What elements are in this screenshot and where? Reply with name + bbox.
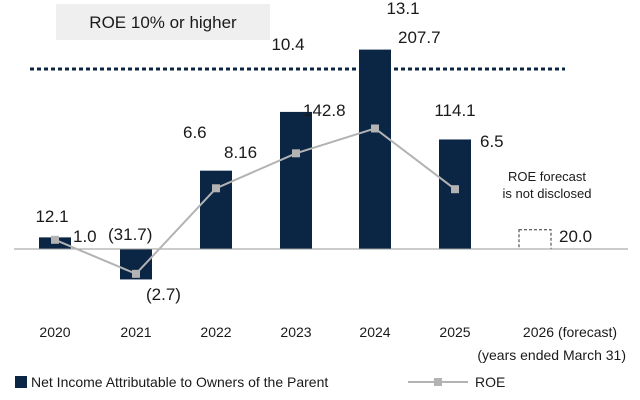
roe-label-2022: 6.6 [183,123,207,142]
x-tick-2021: 2021 [120,324,151,340]
legend-label-roe: ROE [475,374,505,390]
x-axis-note: (years ended March 31) [477,347,626,363]
roe-point-2021 [132,269,140,278]
bar-2025 [439,139,471,249]
x-tick-2024: 2024 [359,324,390,340]
bar-label-2023: 142.8 [303,101,346,120]
reference-label-box [56,4,270,40]
bar-label-2026: 20.0 [559,227,592,246]
roe-label-2021: (2.7) [146,285,181,304]
bar-label-2021: (31.7) [108,225,152,244]
legend-marker-roe [434,378,442,386]
x-tick-2020: 2020 [39,324,70,340]
roe-point-2024 [371,124,379,133]
x-tick-2026: 2026 (forecast) [523,324,617,340]
roe-label-2025: 6.5 [480,132,504,151]
roe-point-2020 [51,235,59,244]
x-tick-2022: 2022 [200,324,231,340]
forecast-note-line-2: is not disclosed [503,186,592,201]
bar-2023 [280,111,312,249]
bar-label-2024: 207.7 [398,28,441,47]
bar-label-2025: 114.1 [434,101,475,120]
x-tick-2025: 2025 [439,324,470,340]
legend-swatch-net-income [15,376,27,388]
roe-label-2020: 1.0 [73,227,97,246]
forecast-note-line-1: ROE forecast [508,169,586,184]
legend-label-net-income: Net Income Attributable to Owners of the… [31,374,328,390]
roe-line [54,127,456,276]
roe-point-2025 [451,185,459,194]
roe-label-2023: 10.4 [271,35,304,54]
x-tick-2023: 2023 [280,324,311,340]
bar-2026 [518,229,552,250]
roe-label-2024: 13.1 [386,0,419,18]
bar-2024 [359,49,391,249]
roe-point-2022 [212,184,220,193]
bar-label-2022: 8.16 [224,143,257,162]
reference-label: ROE 10% or higher [89,13,237,32]
bar-label-2020: 12.1 [35,207,68,226]
roe-point-2023 [292,149,300,158]
